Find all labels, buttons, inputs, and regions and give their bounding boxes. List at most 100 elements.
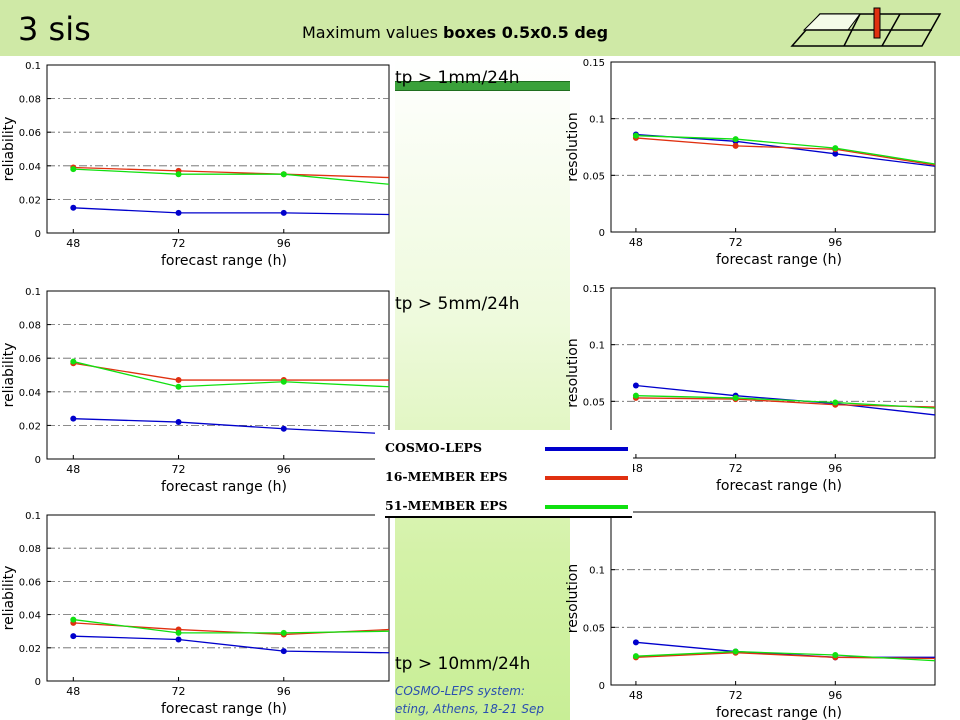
x-tick-label: 96 <box>828 462 842 475</box>
y-tick-label: 0 <box>599 681 605 692</box>
data-point <box>732 136 739 143</box>
plot-area <box>46 290 390 460</box>
y-tick-label: 0 <box>35 455 41 466</box>
series-group <box>70 164 389 216</box>
data-point <box>175 636 182 643</box>
y-tick-label: 0 <box>599 228 605 239</box>
series-line <box>73 168 389 185</box>
y-tick-label: 0.05 <box>583 171 605 182</box>
data-point <box>175 383 182 390</box>
x-tick-label: 72 <box>172 463 186 476</box>
y-tick-label: 0.06 <box>19 577 41 588</box>
reliability-chart-1mm: 0 0.02 0.04 0.06 0.08 0.1 48 72 96 forecast range… <box>1 61 390 269</box>
y-tick-label: 0.06 <box>19 354 41 365</box>
y-axis-label: resolution <box>565 564 581 634</box>
legend-underline <box>385 516 632 518</box>
data-point <box>175 209 182 216</box>
series-line <box>635 135 935 165</box>
x-tick-label: 96 <box>277 685 291 698</box>
legend-swatch <box>545 505 628 509</box>
x-tick-label: 72 <box>729 462 743 475</box>
y-tick-label: 0.15 <box>583 284 605 295</box>
x-tick-label: 48 <box>66 237 80 250</box>
data-point <box>70 358 77 365</box>
y-tick-label: 0.02 <box>19 195 41 206</box>
data-point <box>832 399 839 406</box>
y-tick-label: 0 <box>35 677 41 688</box>
x-tick-label: 72 <box>172 237 186 250</box>
data-point <box>280 425 287 432</box>
data-point <box>70 204 77 211</box>
series-line <box>73 635 389 654</box>
resolution-chart-10mm: 0 0.05 0.1 48 72 96 forecast range (h) resoluti… <box>565 511 936 720</box>
resolution-chart-1mm: 0 0.05 0.1 0.15 48 72 96 forecast range (h) reso… <box>565 58 936 268</box>
series-group <box>70 358 389 435</box>
data-point <box>70 166 77 173</box>
x-tick-label: 48 <box>66 685 80 698</box>
y-tick-label: 0.04 <box>19 611 41 622</box>
data-point <box>175 171 182 178</box>
legend-label: 16-MEMBER EPS <box>385 469 508 484</box>
plot-area <box>46 514 390 682</box>
data-point <box>280 209 287 216</box>
x-tick-label: 96 <box>277 237 291 250</box>
reliability-chart-5mm: 0 0.02 0.04 0.06 0.08 0.1 48 72 96 forecast range… <box>1 287 390 495</box>
series-line <box>73 418 389 435</box>
plot-area <box>46 64 390 234</box>
data-point <box>832 652 839 659</box>
data-point <box>632 382 639 389</box>
y-tick-label: 0.1 <box>589 115 605 126</box>
y-tick-label: 0.1 <box>589 341 605 352</box>
data-point <box>632 639 639 646</box>
x-tick-label: 48 <box>66 463 80 476</box>
x-tick-label: 72 <box>729 236 743 249</box>
data-point <box>175 629 182 636</box>
y-tick-label: 0.05 <box>583 623 605 634</box>
y-axis-label: reliability <box>1 343 17 408</box>
threshold-label-1: tp > 1mm/24h <box>395 68 520 88</box>
reliability-chart-10mm: 0 0.02 0.04 0.06 0.08 0.1 48 72 96 forecast range… <box>1 511 390 717</box>
data-point <box>280 378 287 385</box>
series-line <box>635 395 935 409</box>
y-axis-label: reliability <box>1 117 17 182</box>
series-line <box>635 137 935 166</box>
threshold-label-3: tp > 10mm/24h <box>395 654 531 674</box>
y-axis-label: reliability <box>1 566 17 631</box>
data-point <box>70 415 77 422</box>
y-tick-label: 0.02 <box>19 644 41 655</box>
series-line <box>73 207 389 216</box>
y-tick-label: 0.1 <box>25 61 41 72</box>
chart-legend: COSMO-LEPS 16-MEMBER EPS 51-MEMBER EPS <box>375 430 633 518</box>
legend-swatch <box>545 447 628 451</box>
y-axis-label: resolution <box>565 338 581 408</box>
threshold-label-2: tp > 5mm/24h <box>395 294 520 314</box>
series-line <box>73 362 389 381</box>
x-tick-label: 96 <box>828 689 842 702</box>
y-tick-label: 0.06 <box>19 128 41 139</box>
x-axis-label: forecast range (h) <box>716 252 842 268</box>
slide-title: 3 sis <box>18 10 91 48</box>
x-tick-label: 96 <box>828 236 842 249</box>
y-tick-label: 0.02 <box>19 421 41 432</box>
series-group <box>632 382 935 416</box>
footer-line-1: COSMO-LEPS system: <box>395 684 525 698</box>
data-point <box>70 633 77 640</box>
x-axis-label: forecast range (h) <box>716 705 842 720</box>
series-line <box>73 166 389 179</box>
footer-line-2: eting, Athens, 18-21 Sep <box>395 702 544 716</box>
x-axis-label: forecast range (h) <box>161 253 287 269</box>
series-group <box>632 131 935 167</box>
plot-area <box>610 287 936 459</box>
x-axis-label: forecast range (h) <box>161 479 287 495</box>
grid-logo-icon <box>790 7 942 47</box>
subtitle-bold: boxes 0.5x0.5 deg <box>443 23 609 42</box>
threshold-bar <box>395 81 570 91</box>
series-group <box>70 616 389 655</box>
data-point <box>280 648 287 655</box>
data-point <box>70 616 77 623</box>
data-point <box>632 132 639 139</box>
legend-label: 51-MEMBER EPS <box>385 498 508 513</box>
y-axis-label: resolution <box>565 112 581 182</box>
y-tick-label: 0.1 <box>25 511 41 522</box>
x-axis-label: forecast range (h) <box>716 478 842 494</box>
